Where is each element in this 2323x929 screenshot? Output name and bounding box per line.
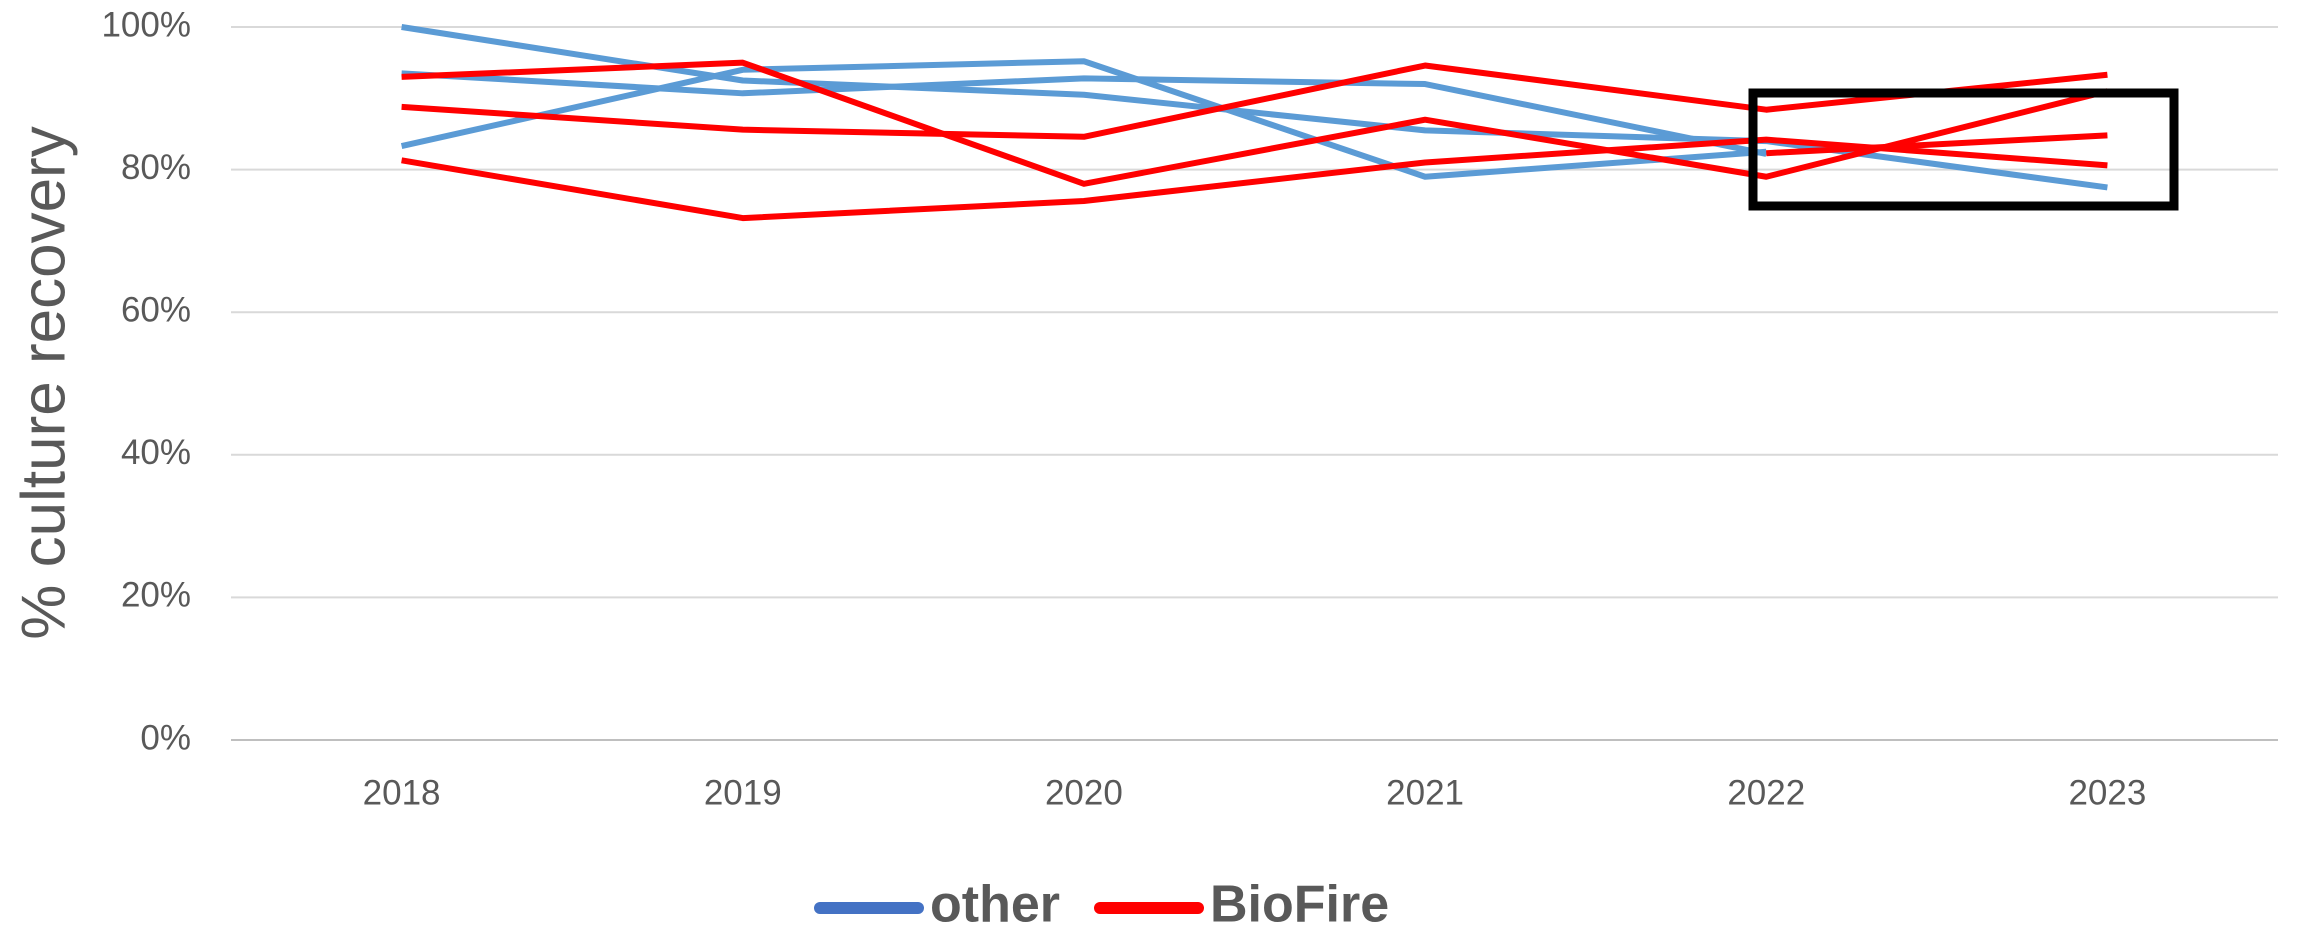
series-line: [401, 62, 2108, 140]
legend-label: BioFire: [1210, 876, 1389, 929]
y-axis-label: % culture recovery: [9, 126, 78, 639]
series-line: [401, 24, 2108, 191]
series-line: [401, 70, 1767, 157]
x-tick-label: 2023: [2068, 773, 2146, 812]
y-tick-label: 20%: [121, 576, 191, 615]
y-tick-label: 80%: [121, 148, 191, 187]
series-line: [1766, 132, 2108, 157]
x-tick-label: 2022: [1727, 773, 1805, 812]
y-tick-label: 60%: [121, 290, 191, 329]
x-tick-label: 2021: [1386, 773, 1464, 812]
series-line: [401, 136, 2108, 222]
series-line: [400, 58, 1767, 180]
series-line: [401, 59, 2109, 187]
x-tick-label: 2020: [1045, 773, 1123, 812]
y-tick-label: 0%: [140, 718, 191, 757]
y-tick-label: 100%: [101, 5, 191, 44]
y-tick-label: 40%: [121, 433, 191, 472]
legend-label: other: [930, 876, 1060, 929]
highlight-box: [1748, 88, 2179, 211]
x-tick-label: 2018: [363, 773, 441, 812]
x-tick-label: 2019: [704, 773, 782, 812]
